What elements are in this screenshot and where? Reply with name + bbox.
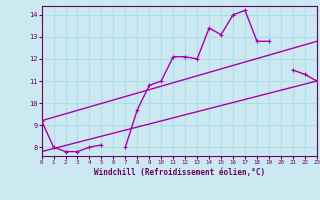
X-axis label: Windchill (Refroidissement éolien,°C): Windchill (Refroidissement éolien,°C) [94, 168, 265, 177]
